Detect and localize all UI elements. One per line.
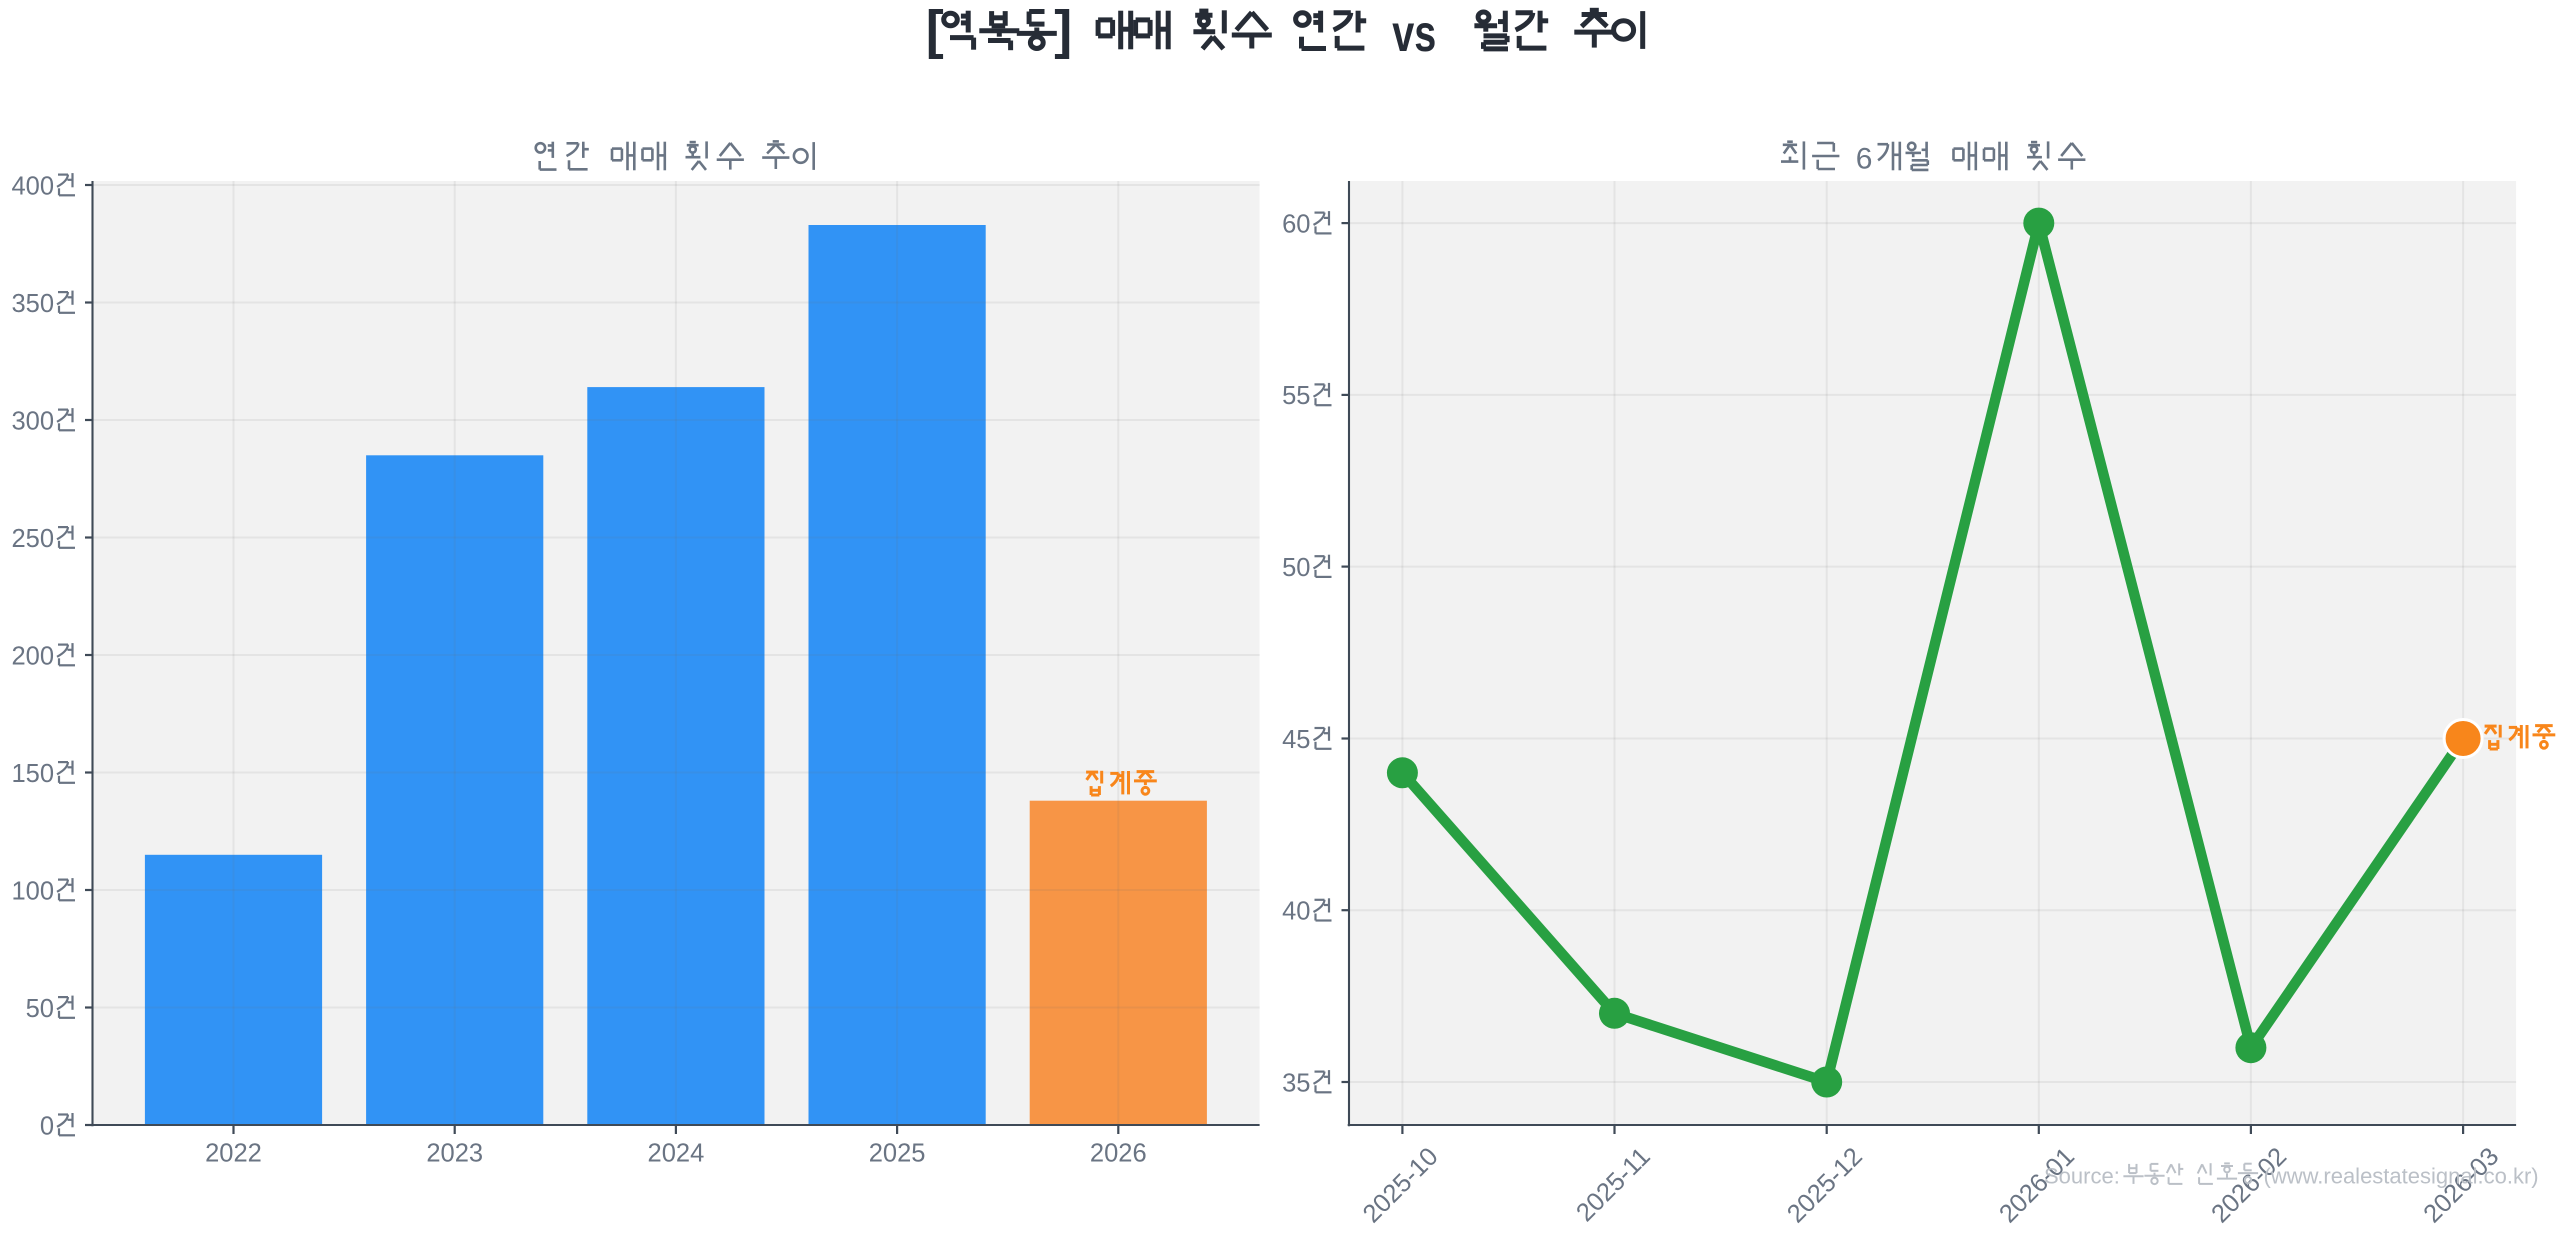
svg-text:55: 55	[1282, 382, 1310, 410]
svg-text:[: [	[926, 0, 944, 60]
svg-text:(www.realestatesignal.co.kr): (www.realestatesignal.co.kr)	[2264, 1164, 2539, 1189]
svg-text:60: 60	[1282, 210, 1310, 238]
svg-text:40: 40	[1282, 898, 1310, 926]
svg-text:2022: 2022	[205, 1140, 262, 1168]
svg-text:50: 50	[26, 995, 54, 1023]
svg-text:35: 35	[1282, 1069, 1310, 1097]
svg-text:250: 250	[11, 525, 54, 553]
svg-text:400: 400	[11, 172, 54, 200]
svg-text:2023: 2023	[426, 1140, 483, 1168]
svg-text:2024: 2024	[648, 1140, 705, 1168]
svg-text:Source:: Source:	[2044, 1164, 2120, 1189]
svg-text:300: 300	[11, 407, 54, 435]
svg-text:150: 150	[11, 760, 54, 788]
svg-text:0: 0	[40, 1112, 54, 1140]
svg-text:2026: 2026	[1090, 1140, 1147, 1168]
svg-text:2025: 2025	[869, 1140, 926, 1168]
svg-text:6: 6	[1856, 143, 1873, 176]
svg-text:200: 200	[11, 642, 54, 670]
svg-text:50: 50	[1282, 554, 1310, 582]
svg-text:100: 100	[11, 877, 54, 905]
svg-text:]: ]	[1054, 0, 1072, 60]
svg-text:vs: vs	[1392, 5, 1436, 63]
svg-text:45: 45	[1282, 726, 1310, 754]
svg-text:350: 350	[11, 290, 54, 318]
